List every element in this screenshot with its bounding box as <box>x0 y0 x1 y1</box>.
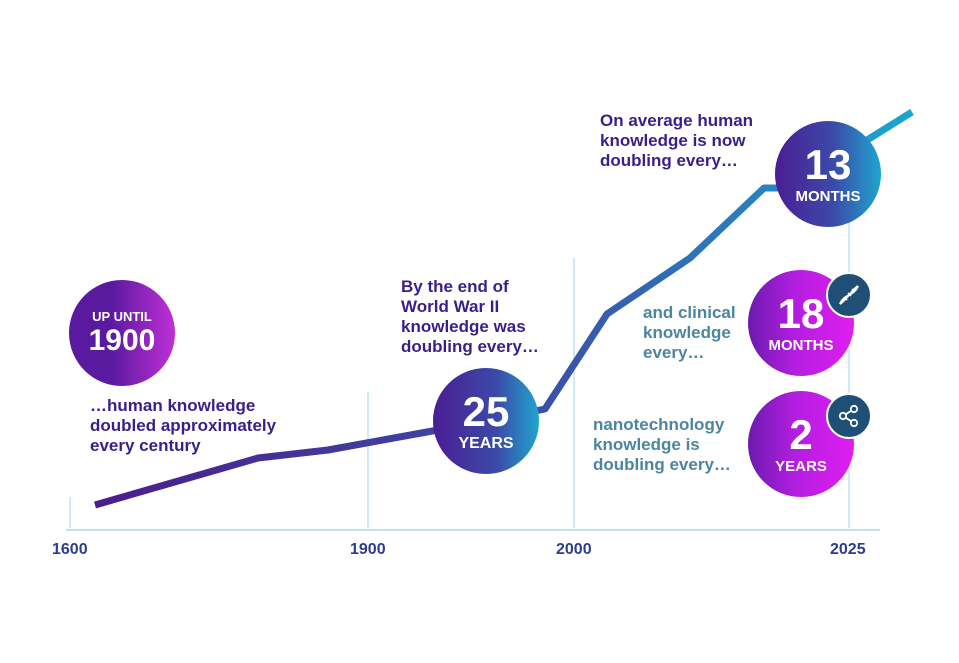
tick-label-2025: 2025 <box>830 541 866 558</box>
nano-text: nanotechnology knowledge is doubling eve… <box>593 415 731 475</box>
nano-line-1: nanotechnology <box>593 415 725 434</box>
circle-18-number: 18 <box>777 290 825 337</box>
tick-label-1900: 1900 <box>350 541 386 558</box>
century-line-3: every century <box>90 436 201 455</box>
circle-1900-caption: UP UNTIL <box>92 309 152 324</box>
circle-13-unit: MONTHS <box>795 188 861 205</box>
circle-1900: UP UNTIL 1900 <box>69 280 175 386</box>
ww2-line-2: World War II <box>401 297 500 316</box>
circle-18-months: 18 MONTHS <box>748 270 854 376</box>
circle-13-months: 13 MONTHS <box>775 121 881 227</box>
century-line-1: …human knowledge <box>90 396 256 415</box>
clinical-line-3: every… <box>643 343 705 362</box>
ww2-line-4: doubling every… <box>401 337 539 356</box>
average-line-2: knowledge is now <box>600 131 746 150</box>
tick-label-2000: 2000 <box>556 541 592 558</box>
clinical-line-2: knowledge <box>643 323 731 342</box>
circle-1900-year: 1900 <box>88 324 156 357</box>
circle-25-number: 25 <box>462 387 510 435</box>
clinical-text: and clinical knowledge every… <box>643 303 736 363</box>
average-line-3: doubling every… <box>600 151 738 170</box>
share-network-icon <box>826 393 872 439</box>
circle-2-number: 2 <box>789 411 813 458</box>
circle-2-unit: YEARS <box>775 458 827 475</box>
circle-18-unit: MONTHS <box>768 337 834 354</box>
clinical-line-1: and clinical <box>643 303 736 322</box>
circle-13-number: 13 <box>804 141 852 188</box>
circle-25-years: 25 YEARS <box>433 368 539 474</box>
circle-25-unit: YEARS <box>458 434 514 452</box>
century-line-2: doubled approximately <box>90 416 277 435</box>
ww2-text: By the end of World War II knowledge was… <box>401 277 539 357</box>
average-text: On average human knowledge is now doubli… <box>600 111 753 171</box>
nano-line-2: knowledge is <box>593 435 700 454</box>
nano-line-3: doubling every… <box>593 455 731 474</box>
dna-icon <box>826 272 872 318</box>
century-text: …human knowledge doubled approximately e… <box>90 396 276 456</box>
ww2-line-3: knowledge was <box>401 317 526 336</box>
ww2-line-1: By the end of <box>401 277 509 296</box>
tick-label-1600: 1600 <box>52 541 88 558</box>
average-line-1: On average human <box>600 111 754 130</box>
